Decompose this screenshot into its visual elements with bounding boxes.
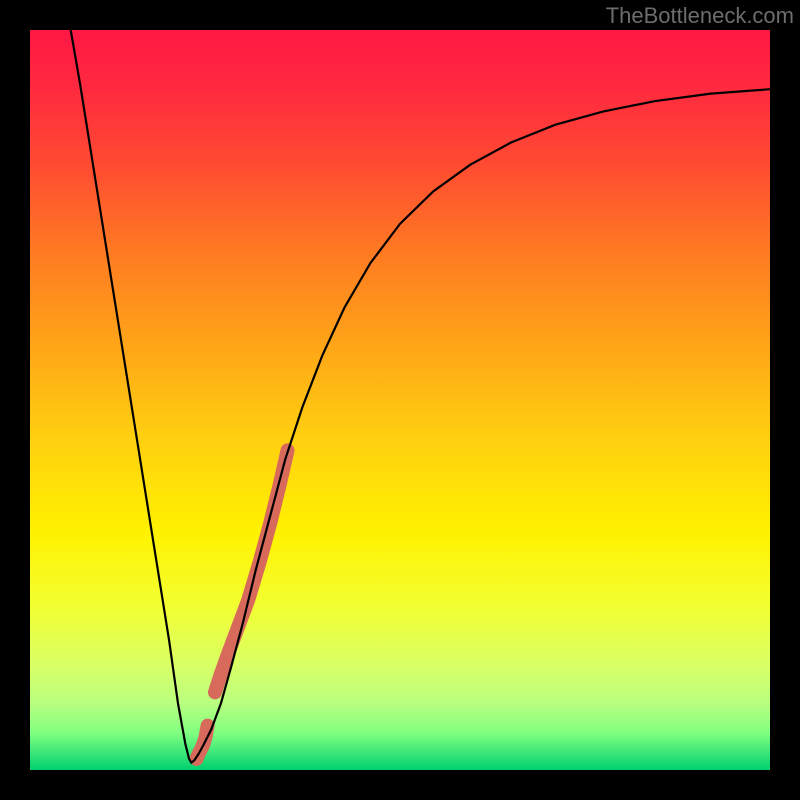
chart-svg (0, 0, 800, 800)
plot-background (30, 30, 770, 770)
chart-frame: TheBottleneck.com (0, 0, 800, 800)
watermark-text: TheBottleneck.com (606, 3, 794, 29)
